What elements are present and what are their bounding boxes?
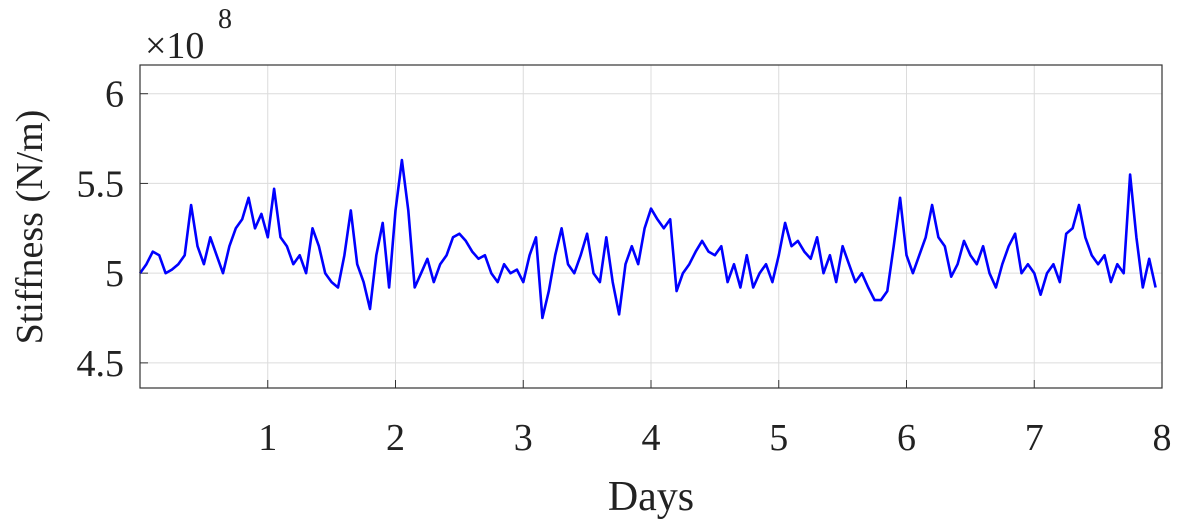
y-tick-label: 4.5 — [77, 343, 125, 385]
x-axis-label: Days — [608, 474, 694, 520]
y-scale-exponent: 8 — [218, 4, 232, 35]
y-tick-label: 5 — [105, 253, 124, 295]
x-tick-label: 5 — [769, 417, 788, 459]
x-tick-label: 8 — [1153, 417, 1172, 459]
x-tick-label: 6 — [897, 417, 916, 459]
y-scale-base: ×10 — [145, 25, 204, 67]
y-axis-label: Stiffness (N/m) — [9, 110, 51, 345]
x-tick-label: 2 — [386, 417, 405, 459]
x-tick-label: 7 — [1025, 417, 1044, 459]
x-tick-label: 3 — [514, 417, 533, 459]
x-tick-label: 1 — [258, 417, 277, 459]
y-tick-label: 5.5 — [77, 163, 125, 205]
x-tick-label: 4 — [642, 417, 661, 459]
y-tick-label: 6 — [105, 74, 124, 116]
plot-frame — [139, 64, 1163, 389]
data-line — [138, 158, 1157, 320]
